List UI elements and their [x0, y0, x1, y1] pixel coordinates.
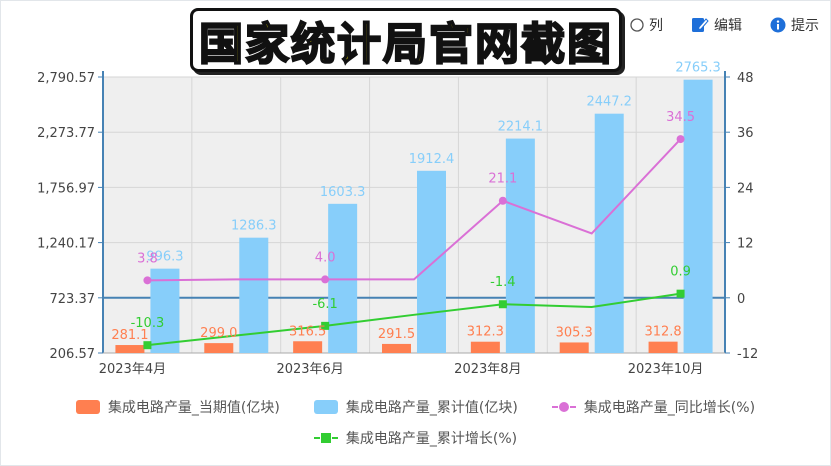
left-tick-label: 206.57: [50, 347, 96, 362]
legend-cum-growth[interactable]: 集成电路产量_累计增长(%): [313, 428, 518, 448]
data-label-cum-growth: 0.9: [670, 265, 691, 280]
data-label-current: 316.5: [289, 324, 326, 339]
data-label-cumulative: 996.3: [146, 250, 183, 265]
bar-current: [293, 341, 323, 353]
legend-row-1: 集成电路产量_当期值(亿块) 集成电路产量_累计值(亿块) 集成电路产量_同比增…: [0, 397, 831, 417]
bar-current: [648, 341, 678, 353]
left-tick-label: 2,273.77: [37, 126, 95, 141]
source-banner: 国家统计局官网截图: [190, 8, 622, 72]
left-tick-label: 723.37: [50, 292, 96, 307]
column-icon: [630, 18, 644, 32]
legend-cumulative-label: 集成电路产量_累计值(亿块): [345, 400, 518, 416]
data-label-yoy: 4.0: [315, 250, 336, 265]
edit-label: 编辑: [714, 18, 742, 34]
edit-icon: [691, 16, 709, 34]
bar-cumulative: [505, 138, 535, 353]
data-label-current: 312.8: [644, 325, 681, 340]
series-line: [147, 138, 682, 282]
right-tick-label: 48: [737, 71, 754, 86]
legend-cumulative[interactable]: 集成电路产量_累计值(亿块): [313, 397, 518, 417]
column-label: 列: [649, 18, 663, 34]
legend-cum-growth-swatch: [313, 431, 338, 445]
data-label-current: 299.0: [200, 326, 237, 341]
edit-button[interactable]: 编辑: [691, 15, 742, 35]
right-tick-label: 24: [737, 181, 754, 196]
left-tick-label: 2,790.57: [37, 71, 95, 86]
line-point: [498, 300, 507, 309]
line-point: [321, 275, 330, 284]
column-button[interactable]: 列: [630, 15, 663, 35]
bar-cumulative: [417, 170, 446, 353]
data-label-cum-growth: -10.3: [131, 316, 165, 331]
data-label-cum-growth: -1.4: [490, 275, 515, 290]
legend-cumulative-swatch: [313, 400, 338, 414]
data-label-cumulative: 2447.2: [586, 95, 632, 110]
data-label-yoy: 34.5: [666, 110, 695, 125]
data-label-cumulative: 1286.3: [231, 219, 277, 234]
legend-cum-growth-label: 集成电路产量_累计增长(%): [345, 431, 518, 447]
data-label-yoy: 3.8: [137, 251, 158, 266]
left-tick-label: 1,240.17: [37, 237, 95, 252]
data-label-current: 291.5: [378, 327, 415, 342]
bar-current: [470, 341, 500, 353]
line-point: [143, 276, 152, 285]
left-tick-label: 1,756.97: [37, 181, 95, 196]
data-label-cumulative: 1912.4: [409, 152, 455, 167]
x-tick-label: 2023年8月: [454, 362, 521, 377]
bar-current: [115, 345, 145, 353]
right-tick-label: 36: [737, 126, 754, 141]
right-tick-label: 0: [737, 292, 745, 307]
info-icon: [770, 17, 786, 33]
data-label-current: 312.3: [467, 325, 504, 340]
right-tick-label: -12: [737, 347, 758, 362]
legend-yoy-swatch: [551, 400, 576, 414]
hint-button[interactable]: 提示: [770, 15, 819, 35]
x-tick-label: 2023年10月: [628, 362, 704, 377]
bar-current: [382, 343, 411, 353]
data-label-cum-growth: -6.1: [312, 297, 337, 312]
bar-cumulative: [150, 268, 180, 353]
x-tick-label: 2023年4月: [99, 362, 166, 377]
data-label-cumulative: 2214.1: [498, 120, 544, 135]
line-point: [676, 289, 685, 298]
legend-current[interactable]: 集成电路产量_当期值(亿块): [75, 397, 280, 417]
data-label-current: 281.1: [111, 328, 148, 343]
bar-current: [204, 343, 234, 353]
legend-current-label: 集成电路产量_当期值(亿块): [107, 400, 280, 416]
hint-label: 提示: [791, 18, 819, 34]
bar-current: [559, 342, 589, 353]
line-point: [498, 196, 507, 205]
x-tick-label: 2023年6月: [276, 362, 343, 377]
line-point: [321, 321, 330, 330]
line-point: [676, 135, 685, 144]
data-label-cumulative: 1603.3: [320, 185, 366, 200]
bar-cumulative: [683, 79, 713, 353]
series-line: [147, 292, 681, 347]
data-label-current: 305.3: [556, 325, 593, 340]
bar-cumulative: [594, 113, 624, 353]
right-tick-label: 12: [737, 237, 754, 252]
legend-yoy[interactable]: 集成电路产量_同比增长(%): [551, 397, 756, 417]
data-label-cumulative: 2765.3: [675, 61, 721, 76]
chart-toolbar: 列 编辑 提示: [630, 14, 819, 36]
legend-row-2: 集成电路产量_累计增长(%): [0, 428, 831, 448]
data-label-yoy: 21.1: [488, 172, 517, 187]
plot-area: [103, 77, 725, 353]
legend-current-swatch: [75, 400, 100, 414]
line-point: [143, 341, 152, 350]
legend-yoy-label: 集成电路产量_同比增长(%): [583, 400, 756, 416]
